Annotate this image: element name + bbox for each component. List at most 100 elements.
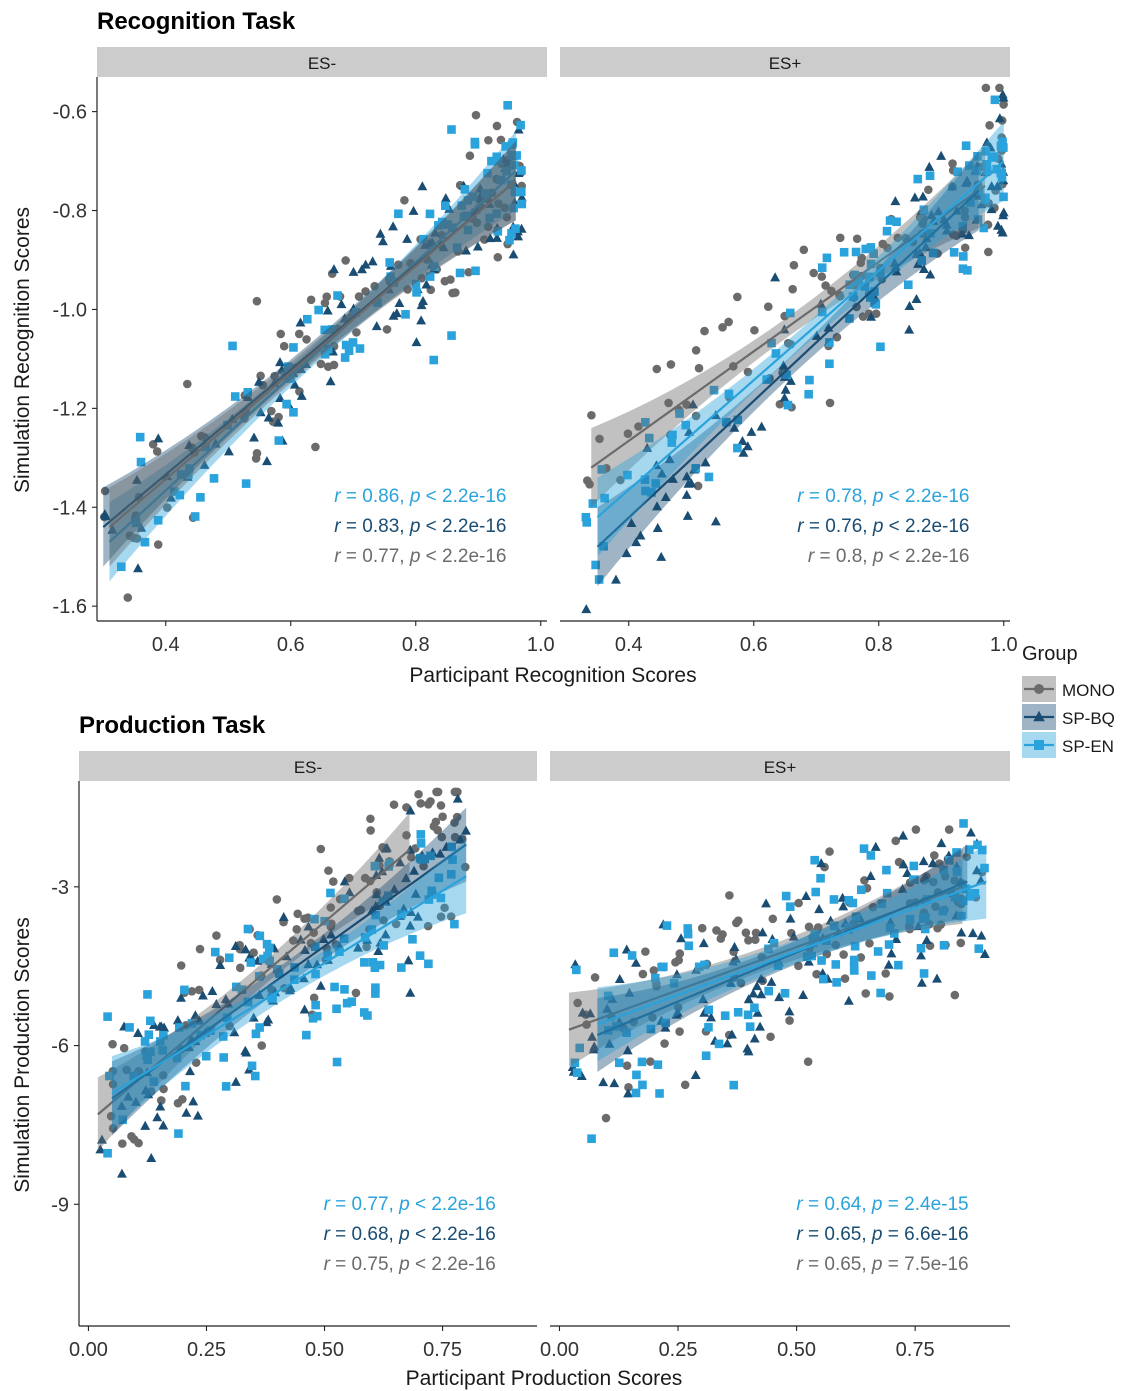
production-task-es-minus-point-sp-en xyxy=(181,1081,190,1091)
recognition-task-es-minus-point-sp-bq xyxy=(322,305,333,315)
production-task-es-plus-point-sp-en xyxy=(952,867,962,876)
recognition-task-es-minus-point-mono xyxy=(306,295,316,305)
recognition-task-es-plus-point-sp-bq xyxy=(682,510,693,520)
production-task-es-minus-point-mono xyxy=(366,826,375,835)
production-task-es-plus-point-mono xyxy=(840,974,850,983)
production-task-es-minus-point-sp-en xyxy=(174,1023,184,1032)
recognition-task-es-plus-point-sp-en xyxy=(882,226,892,236)
production-task-es-minus-fit-line-sp-en xyxy=(111,875,467,1095)
production-task-es-plus-point-mono xyxy=(911,825,921,834)
recognition-task-es-plus-point-sp-bq xyxy=(924,161,935,171)
production-task-y-tick-label: -9 xyxy=(51,1194,69,1216)
recognition-task-es-plus-point-sp-en xyxy=(825,338,834,347)
production-task-es-minus-point-mono xyxy=(288,936,298,945)
recognition-task-es-minus-point-sp-bq xyxy=(416,300,427,310)
recognition-task-es-minus-point-sp-en xyxy=(314,305,323,315)
production-task-es-minus-point-sp-en xyxy=(272,964,282,974)
production-task-es-plus-point-mono xyxy=(716,934,726,943)
recognition-task-es-plus-point-sp-en xyxy=(885,216,895,225)
production-task-es-minus-point-mono xyxy=(108,1039,117,1049)
production-task-es-minus-point-sp-bq xyxy=(406,907,416,917)
production-task-es-plus-point-mono xyxy=(660,1039,669,1048)
recognition-task-es-plus-point-mono xyxy=(789,260,799,270)
recognition-task-es-minus-point-sp-bq xyxy=(136,522,147,532)
production-task-es-plus-point-mono xyxy=(904,922,914,931)
recognition-task-es-plus-point-sp-bq xyxy=(986,204,997,214)
recognition-task-es-plus-point-mono xyxy=(825,398,835,408)
production-task-es-plus-point-mono xyxy=(736,978,746,988)
production-task-es-minus-point-sp-en xyxy=(302,1030,311,1040)
production-task-es-minus-point-sp-en xyxy=(247,1061,257,1071)
recognition-task-es-plus-point-sp-bq xyxy=(611,574,621,584)
recognition-task-es-minus-point-sp-en xyxy=(230,392,240,401)
production-task-es-plus-point-sp-bq xyxy=(927,858,938,868)
production-task-es-minus-point-sp-bq xyxy=(248,1012,259,1022)
recognition-task-es-minus-point-sp-bq xyxy=(388,221,399,231)
recognition-task-es-plus-strip xyxy=(560,47,1010,77)
recognition-task-es-minus-point-sp-bq xyxy=(348,266,359,276)
recognition-task-es-plus-point-mono xyxy=(858,312,868,321)
production-task-es-minus-point-sp-en xyxy=(201,1051,211,1061)
production-task-es-minus-strip-label: ES- xyxy=(294,758,322,777)
recognition-task-es-minus-point-mono xyxy=(153,540,163,549)
recognition-task-es-minus-point-sp-en xyxy=(327,325,337,334)
production-task-es-minus-point-sp-bq xyxy=(158,1120,169,1130)
production-task-es-plus-point-sp-bq xyxy=(916,977,927,987)
production-task-es-minus-point-sp-en xyxy=(370,861,380,871)
recognition-task-es-minus-panel: ES- 0.4 0.6 0.8 1.0 -1.6 -1.4 -1.2 -1.0 -0.8 -0.6 r… xyxy=(53,47,555,656)
production-task-es-plus-point-sp-en xyxy=(655,1089,664,1098)
recognition-task-es-plus-point-sp-bq xyxy=(941,219,952,229)
recognition-task-es-plus-point-sp-en xyxy=(959,252,968,261)
production-task-es-minus-point-mono xyxy=(419,861,428,871)
production-task-es-minus-point-sp-en xyxy=(347,997,357,1006)
production-task-es-plus-point-sp-en xyxy=(807,951,816,961)
production-task-es-minus-point-mono xyxy=(257,1041,267,1050)
recognition-task-es-minus-point-mono xyxy=(294,329,304,339)
recognition-task-es-minus-point-sp-en xyxy=(302,314,312,324)
production-task-es-plus-point-sp-en xyxy=(570,1058,580,1068)
production-task-es-minus-point-mono xyxy=(446,912,456,921)
recognition-task-es-plus-point-sp-en xyxy=(581,512,591,522)
production-task-es-plus-point-mono xyxy=(697,923,707,933)
recognition-task-es-plus-point-sp-en xyxy=(839,247,849,257)
recognition-task-es-plus-point-sp-bq xyxy=(779,392,790,402)
production-task-es-minus-point-sp-bq xyxy=(190,1010,201,1020)
recognition-task-es-plus-fit-line-sp-bq xyxy=(596,189,980,548)
recognition-task-es-plus-point-sp-en xyxy=(641,486,650,496)
recognition-task-es-plus-point-sp-en xyxy=(600,493,609,503)
recognition-task-es-minus-point-sp-en xyxy=(430,262,439,271)
recognition-task-es-plus-point-sp-bq xyxy=(933,206,944,216)
production-task-es-plus-point-mono xyxy=(956,938,966,948)
production-task-es-minus-point-sp-bq xyxy=(403,955,414,965)
production-task-es-minus-x-tick-label: 0.75 xyxy=(423,1339,462,1361)
recognition-task-es-plus-point-sp-en xyxy=(913,174,923,184)
recognition-task-es-minus-point-mono xyxy=(329,360,339,370)
production-task-es-minus-point-mono xyxy=(272,895,282,904)
recognition-task-es-minus-point-sp-en xyxy=(241,479,251,488)
production-task-es-plus-point-sp-en xyxy=(958,896,968,906)
production-task-es-plus-strip xyxy=(550,751,1010,781)
production-task-es-minus-point-mono xyxy=(416,799,426,808)
recognition-task-es-plus-point-mono xyxy=(783,338,793,348)
recognition-task-es-plus-x-tick-label: 0.8 xyxy=(865,634,893,656)
production-task-es-plus-point-sp-en xyxy=(876,988,885,998)
recognition-task-es-plus-point-sp-en xyxy=(997,168,1007,178)
recognition-task-es-plus-point-mono xyxy=(984,247,993,257)
recognition-task-es-plus-point-sp-en xyxy=(979,223,989,233)
recognition-task-es-plus-point-sp-en xyxy=(987,152,997,162)
production-task-es-minus-point-mono xyxy=(212,931,221,940)
recognition-task-es-minus-point-sp-bq xyxy=(296,390,307,400)
production-task-es-plus-point-sp-en xyxy=(867,971,876,980)
production-task-es-plus-point-mono xyxy=(839,950,848,959)
production-task-es-minus-point-sp-bq xyxy=(380,843,391,853)
production-task-es-minus-point-sp-en xyxy=(323,951,332,961)
recognition-task-es-plus-point-mono xyxy=(852,234,862,244)
production-task-es-minus-point-sp-en xyxy=(263,951,272,961)
recognition-task-es-minus-point-mono xyxy=(492,121,502,131)
production-task-es-plus-point-sp-en xyxy=(694,962,704,972)
production-task-es-plus-point-sp-bq xyxy=(614,973,625,983)
production-task-es-minus-x-tick-label: 0.25 xyxy=(187,1339,226,1361)
production-task-es-minus-point-sp-en xyxy=(420,854,430,864)
production-task-es-plus-point-sp-bq xyxy=(624,987,635,997)
